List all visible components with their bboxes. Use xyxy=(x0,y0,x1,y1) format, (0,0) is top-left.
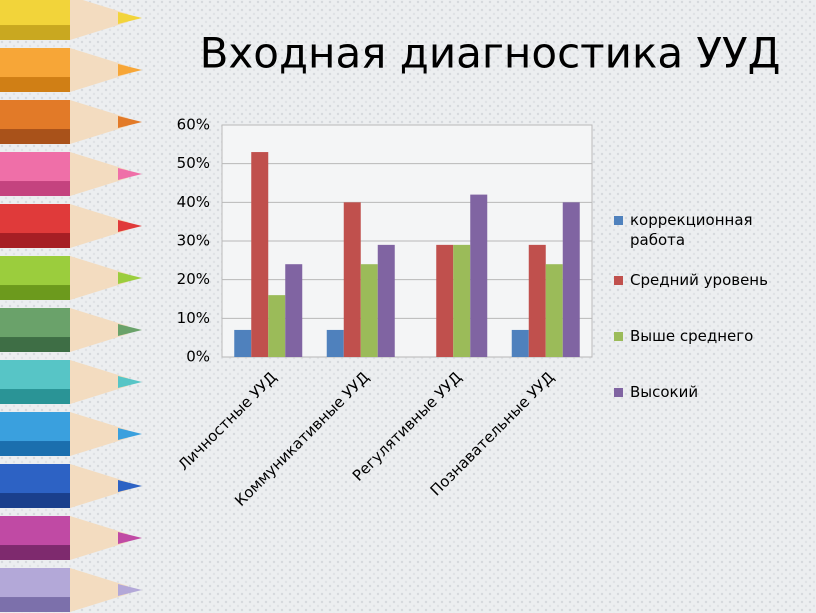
pencil-tip xyxy=(118,272,142,284)
pencil-stripe xyxy=(0,129,70,144)
pencil-stripe xyxy=(0,545,70,560)
pencil-stripe xyxy=(0,389,70,404)
pencil-tip xyxy=(118,220,142,232)
bar xyxy=(377,244,395,357)
chart-title: Входная диагностика УУД xyxy=(200,29,781,78)
pencil-wood xyxy=(70,256,128,300)
pencil-stripe xyxy=(0,285,70,300)
pencil-wood xyxy=(70,152,128,196)
pencil-tip xyxy=(118,584,142,596)
y-tick-label: 60% xyxy=(177,116,210,134)
pencil-tip xyxy=(118,168,142,180)
pencil-tip xyxy=(118,12,142,24)
bar xyxy=(470,194,488,357)
pencil-wood xyxy=(70,464,128,508)
y-tick-label: 20% xyxy=(177,270,210,288)
bar xyxy=(545,264,563,357)
bar xyxy=(343,202,361,357)
legend-swatch xyxy=(614,216,623,225)
bar xyxy=(436,244,454,357)
pencils xyxy=(0,0,142,612)
legend-item: Средний уровень xyxy=(612,270,795,290)
bar xyxy=(453,244,471,357)
legend-swatch xyxy=(614,332,623,341)
legend-label: коррекционная работа xyxy=(630,211,753,249)
pencil-stripe xyxy=(0,233,70,248)
legend-item: Высокий xyxy=(612,382,795,402)
bar xyxy=(285,264,303,357)
pencil-tip xyxy=(118,376,142,388)
legend-item: коррекционная работа xyxy=(612,210,795,250)
bar xyxy=(251,152,269,357)
pencil-stripe xyxy=(0,597,70,612)
legend-item: Выше среднего xyxy=(612,326,795,346)
legend-label: Выше среднего xyxy=(630,327,754,345)
bar xyxy=(234,329,252,357)
bar xyxy=(360,264,378,357)
pencil-tip xyxy=(118,428,142,440)
y-tick-label: 10% xyxy=(177,309,210,327)
pencil-stripe xyxy=(0,25,70,40)
y-tick-label: 0% xyxy=(186,348,210,366)
legend-swatch xyxy=(614,276,623,285)
pencil-wood xyxy=(70,412,128,456)
pencil-stripe xyxy=(0,493,70,508)
pencil-tip xyxy=(118,64,142,76)
bar xyxy=(326,329,344,357)
pencil-wood xyxy=(70,516,128,560)
bar xyxy=(511,329,529,357)
pencil-wood xyxy=(70,568,128,612)
pencil-tip xyxy=(118,480,142,492)
legend-label: Высокий xyxy=(630,383,699,401)
pencil-stripe xyxy=(0,441,70,456)
pencil-stripe xyxy=(0,181,70,196)
pencil-tip xyxy=(118,324,142,336)
pencil-tip xyxy=(118,532,142,544)
pencil-tip xyxy=(118,116,142,128)
pencil-wood xyxy=(70,100,128,144)
pencil-wood xyxy=(70,308,128,352)
bar xyxy=(268,295,286,357)
bar xyxy=(562,202,580,357)
pencil-stripe xyxy=(0,77,70,92)
y-tick-label: 30% xyxy=(177,232,210,250)
pencil-wood xyxy=(70,204,128,248)
pencil-wood xyxy=(70,0,128,40)
y-tick-label: 40% xyxy=(177,193,210,211)
legend-swatch xyxy=(614,388,623,397)
pencil-wood xyxy=(70,48,128,92)
pencil-wood xyxy=(70,360,128,404)
legend-label: Средний уровень xyxy=(630,271,768,289)
pencil-stripe xyxy=(0,337,70,352)
bar xyxy=(528,244,546,357)
y-tick-label: 50% xyxy=(177,154,210,172)
